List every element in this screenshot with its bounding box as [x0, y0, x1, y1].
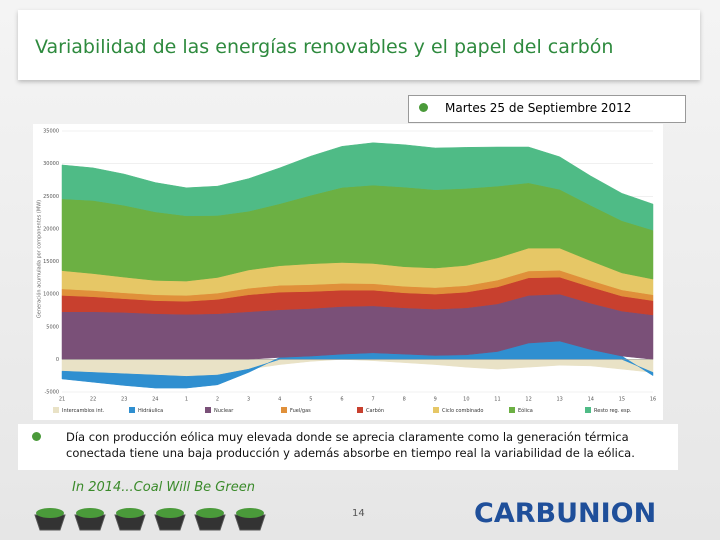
logo: CARBUNION — [474, 498, 657, 529]
legend-label: Nuclear — [214, 408, 234, 414]
y-tick-label: 15000 — [43, 259, 59, 265]
legend-swatch — [205, 407, 211, 413]
x-tick-label: 15 — [619, 397, 625, 403]
area — [61, 142, 654, 231]
x-tick-label: 12 — [525, 397, 531, 403]
coal-carts — [34, 508, 266, 531]
y-tick-label: 35000 — [43, 129, 59, 135]
x-tick-label: 22 — [90, 397, 96, 403]
y-tick-label: 20000 — [43, 226, 59, 232]
y-tick-label: -5000 — [44, 390, 59, 396]
x-tick-label: 23 — [121, 397, 127, 403]
trees — [36, 508, 264, 518]
legend-swatch — [281, 407, 287, 413]
x-tick-label: 6 — [340, 397, 343, 403]
legend-label: Carbón — [366, 407, 384, 414]
chart: Generación acumulada por componentes (MW… — [33, 124, 663, 420]
x-tick-label: 4 — [278, 397, 281, 403]
x-tick-label: 16 — [650, 397, 656, 403]
date: Martes 25 de Septiembre 2012 — [445, 101, 632, 115]
note-box: Día con producción eólica muy elevada do… — [18, 424, 678, 470]
slogan: In 2014...Coal Will Be Green — [72, 480, 255, 495]
legend-label: Resto reg. esp. — [594, 408, 632, 414]
y-tick-label: 30000 — [43, 161, 59, 167]
date-box: Martes 25 de Septiembre 2012 — [408, 95, 686, 123]
legend-swatch — [509, 407, 515, 413]
legend-label: Intercambios int. — [62, 408, 105, 414]
y-tick-label: 5000 — [46, 324, 59, 330]
x-tick-label: 11 — [494, 397, 500, 403]
y-tick-label: 25000 — [43, 194, 59, 200]
page-number: 14 — [352, 508, 365, 519]
y-tick-label: 10000 — [43, 292, 59, 298]
legend-label: Hidráulica — [138, 407, 163, 414]
x-tick-label: 24 — [152, 397, 158, 403]
x-tick-label: 7 — [371, 397, 374, 403]
legend-swatch — [585, 407, 591, 413]
x-tick-label: 1 — [185, 397, 188, 403]
header-band — [18, 10, 700, 80]
title: Variabilidad de las energías renovables … — [35, 36, 614, 58]
carts — [34, 514, 266, 531]
legend-label: Eólica — [518, 407, 533, 414]
y-tick-label: 0 — [56, 357, 59, 363]
x-tick-label: 21 — [59, 397, 65, 403]
legend-swatch — [53, 407, 59, 413]
x-tick-label: 5 — [309, 397, 312, 403]
note: Día con producción eólica muy elevada do… — [66, 430, 635, 460]
x-tick-label: 10 — [463, 397, 469, 403]
x-tick-label: 3 — [247, 397, 250, 403]
y-axis-label: Generación acumulada por componentes (MW… — [36, 200, 43, 318]
legend-label: Fuel/gas — [290, 408, 311, 414]
x-tick-label: 9 — [434, 397, 437, 403]
x-tick-label: 2 — [216, 397, 219, 403]
legend-swatch — [357, 407, 363, 413]
area — [61, 340, 654, 389]
x-tick-label: 14 — [588, 397, 594, 403]
legend-label: Ciclo combinado — [442, 408, 483, 414]
x-tick-label: 13 — [556, 397, 562, 403]
bullet — [32, 432, 41, 441]
x-tick-label: 8 — [403, 397, 406, 403]
bullet — [419, 103, 428, 112]
legend-swatch — [433, 407, 439, 413]
legend-swatch — [129, 407, 135, 413]
